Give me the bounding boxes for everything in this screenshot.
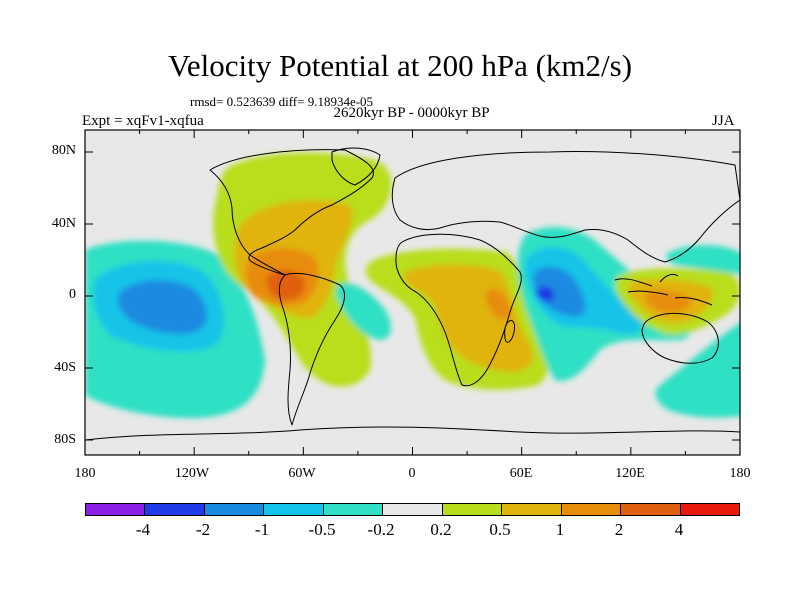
africa-coast bbox=[395, 233, 522, 387]
experiment-label: Expt = xqFv1-xqfua bbox=[82, 113, 204, 129]
colorbar-label: -4 bbox=[135, 520, 151, 539]
colorbar-box bbox=[561, 504, 622, 515]
colorbar-box bbox=[621, 504, 681, 515]
contour-indian-core bbox=[536, 286, 555, 302]
colorbar-label: 0.5 bbox=[489, 520, 511, 539]
colorbar-label: -0.2 bbox=[367, 520, 395, 539]
x-tick-180w: 180 bbox=[74, 466, 96, 481]
y-tick-0: 0 bbox=[69, 287, 76, 302]
colorbar-label: -1 bbox=[254, 520, 270, 539]
colorbar-box bbox=[204, 504, 265, 515]
colorbar-label: -0.5 bbox=[308, 520, 336, 539]
x-tick-0: 0 bbox=[408, 466, 416, 481]
contour-west-pacific-south bbox=[655, 323, 740, 418]
madagascar-coast bbox=[504, 319, 515, 343]
axis-ticks bbox=[84, 130, 741, 455]
coastlines bbox=[85, 147, 740, 441]
contour-africa-mid bbox=[404, 264, 534, 372]
colorbar-label: 2 bbox=[614, 520, 624, 539]
south-america-coast bbox=[278, 272, 346, 426]
contour-indian-inner bbox=[533, 266, 586, 317]
north-america-coast bbox=[209, 149, 374, 276]
y-tick-40s: 40S bbox=[54, 360, 76, 375]
australia-coast bbox=[641, 312, 719, 364]
colorbar-box bbox=[323, 504, 384, 515]
colorbar-box bbox=[680, 504, 739, 515]
maritime-islands-coast bbox=[614, 273, 713, 306]
y-tick-80n: 80N bbox=[51, 143, 76, 158]
colorbar-label: 4 bbox=[674, 520, 684, 539]
contour-africa-inner bbox=[485, 288, 511, 320]
contour-fills bbox=[85, 152, 740, 419]
rmsd-diff-stats: rmsd= 0.523639 diff= 9.18934e-05 bbox=[190, 94, 374, 109]
colorbar-label: -2 bbox=[195, 520, 211, 539]
colorbar bbox=[85, 503, 740, 516]
x-tick-120e: 120E bbox=[615, 466, 645, 481]
antarctica-coast bbox=[85, 426, 740, 441]
season-label: JJA bbox=[712, 113, 735, 129]
contour-americas-core bbox=[266, 270, 306, 301]
colorbar-label: 1 bbox=[555, 520, 565, 539]
contour-atlantic-streak bbox=[335, 283, 392, 340]
x-tick-60w: 60W bbox=[288, 466, 316, 481]
contour-maritime-inner bbox=[645, 290, 692, 314]
greenland-coast bbox=[331, 147, 381, 186]
colorbar-label: 0.2 bbox=[430, 520, 452, 539]
x-tick-180e: 180 bbox=[729, 466, 751, 481]
x-tick-60e: 60E bbox=[509, 466, 533, 481]
colorbar-box bbox=[383, 504, 443, 515]
eurasia-coast bbox=[391, 151, 740, 263]
y-tick-80s: 80S bbox=[54, 432, 76, 447]
colorbar-box bbox=[442, 504, 503, 515]
colorbar-box bbox=[86, 504, 146, 515]
contour-east-pacific-inner bbox=[117, 280, 208, 335]
period-label: 2620kyr BP - 0000kyr BP bbox=[333, 105, 490, 121]
colorbar-box bbox=[502, 504, 562, 515]
x-tick-120w: 120W bbox=[174, 466, 210, 481]
colorbar-box bbox=[145, 504, 205, 515]
y-tick-40n: 40N bbox=[51, 216, 76, 231]
plot-title: Velocity Potential at 200 hPa (km2/s) bbox=[167, 48, 633, 83]
colorbar-box bbox=[264, 504, 324, 515]
